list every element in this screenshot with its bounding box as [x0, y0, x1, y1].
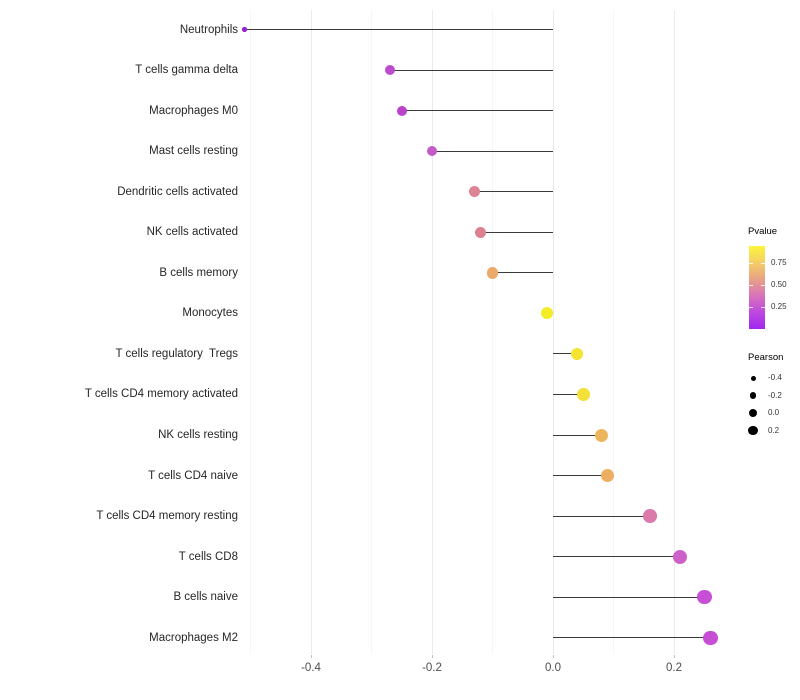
lollipop-dot [570, 347, 584, 361]
row-label: B cells memory [159, 266, 238, 279]
lollipop-stem [492, 272, 553, 274]
x-axis-tick-label: -0.2 [422, 662, 442, 674]
pearson-size-dot [749, 409, 757, 417]
colorbar-tick [761, 285, 765, 286]
colorbar-tick-label: 0.50 [771, 280, 787, 289]
row-label: NK cells resting [158, 429, 238, 441]
lollipop-stem [553, 353, 578, 355]
lollipop-dot [577, 388, 590, 401]
row-label: B cells naive [173, 591, 238, 604]
lollipop-dot [594, 428, 608, 442]
pearson-size-label: 0.0 [768, 408, 780, 417]
legend-pvalue-title: Pvalue [748, 226, 778, 237]
gridline-major [552, 10, 554, 654]
lollipop-stem [553, 637, 711, 639]
row-label: T cells CD4 memory activated [84, 388, 238, 401]
pvalue-colorbar [749, 246, 765, 329]
pearson-size-label: -0.4 [768, 373, 782, 382]
lollipop-stem [553, 515, 650, 517]
colorbar-tick [749, 285, 753, 286]
x-axis-tick [673, 655, 675, 658]
lollipop-dot [673, 549, 688, 564]
colorbar-tick-label: 0.75 [771, 257, 787, 267]
row-label: NK cells activated [146, 226, 238, 239]
lollipop-dot [540, 307, 553, 320]
row-label: T cells CD8 [178, 550, 238, 563]
pearson-size-dot [748, 425, 758, 436]
lollipop-stem [553, 434, 602, 436]
pearson-size-dot [749, 392, 757, 399]
row-label: T cells CD4 naive [148, 469, 238, 482]
lollipop-stem [553, 475, 608, 477]
pearson-size-label: -0.2 [768, 390, 782, 400]
colorbar-tick-label: 0.25 [771, 302, 787, 312]
row-label: Dendritic cells activated [117, 185, 238, 198]
row-label: Monocytes [182, 307, 238, 320]
lollipop-stem [553, 556, 681, 558]
gridline-major [431, 10, 433, 654]
lollipop-stem [432, 150, 553, 152]
lollipop-dot [703, 630, 718, 645]
pearson-size-label: 0.2 [768, 425, 780, 435]
legend-pearson-title: Pearson [748, 352, 784, 363]
colorbar-tick [761, 307, 765, 309]
gridline-minor [371, 10, 372, 654]
lollipop-dot [468, 186, 480, 198]
lollipop-stem [244, 29, 553, 30]
lollipop-stem [474, 191, 553, 193]
row-label: T cells CD4 memory resting [96, 510, 238, 523]
x-axis-tick [310, 655, 312, 658]
lollipop-dot [697, 589, 712, 605]
gridline-minor [492, 10, 493, 654]
lollipop-stem [480, 231, 553, 233]
row-label: Macrophages M2 [149, 631, 238, 644]
lollipop-stem [553, 596, 705, 598]
gridline-major [310, 10, 312, 654]
pearson-size-dot [750, 375, 756, 381]
x-axis-tick-label: 0.2 [666, 662, 682, 674]
lollipop-stem [553, 393, 584, 395]
x-axis-tick-label: -0.4 [301, 662, 321, 674]
lollipop-dot [643, 509, 657, 523]
gridline-minor [250, 10, 251, 654]
lollipop-stem [401, 110, 553, 112]
gridline-major [673, 10, 675, 654]
lollipop-dot [474, 226, 486, 238]
row-label: Mast cells resting [149, 145, 238, 158]
lollipop-dot [242, 27, 247, 32]
row-label: Macrophages M0 [149, 104, 238, 117]
lollipop-dot [396, 105, 407, 116]
row-label: T cells gamma delta [135, 64, 238, 77]
x-axis-tick [431, 655, 433, 658]
colorbar-tick [761, 262, 765, 264]
lollipop-dot [426, 145, 438, 157]
x-axis-tick-label: 0.0 [545, 662, 561, 674]
lollipop-dot [600, 469, 614, 483]
row-label: Neutrophils [179, 23, 238, 36]
gridline-minor [613, 10, 614, 654]
row-label: T cells regulatory Tregs [115, 347, 238, 360]
colorbar-tick [749, 262, 753, 264]
colorbar-tick [749, 307, 753, 309]
x-axis-tick [552, 655, 554, 658]
lollipop-stem [389, 69, 553, 71]
lollipop-dot [384, 65, 395, 76]
lollipop-dot [486, 267, 499, 279]
